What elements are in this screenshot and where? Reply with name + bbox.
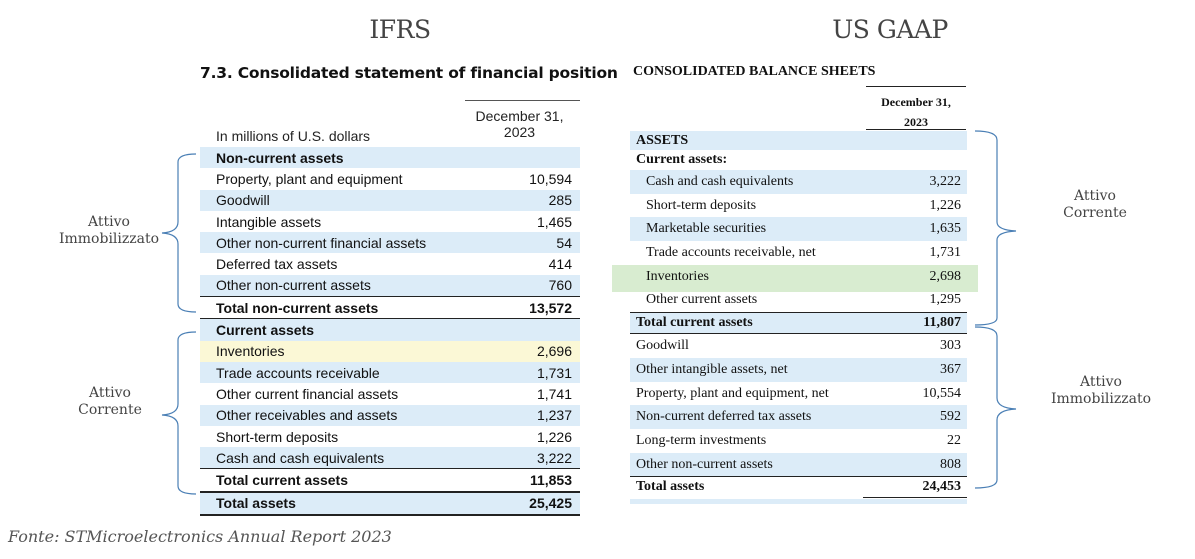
us-gaap-date-line2: 2023 bbox=[904, 115, 928, 129]
table-row: Current assets: bbox=[636, 152, 728, 167]
table-row: Short-term deposits 1,226 bbox=[646, 197, 961, 213]
table-row: Trade accounts receivable, net 1,731 bbox=[646, 245, 961, 261]
table-row: Other current financial assets 1,741 bbox=[216, 385, 572, 402]
table-row: Non-current assets bbox=[200, 147, 580, 169]
table-row: Other non-current assets 808 bbox=[630, 452, 967, 477]
table-row: Deferred tax assets 414 bbox=[216, 256, 572, 273]
us-gaap-bottom-band bbox=[630, 499, 967, 504]
table-row: Non-current deferred tax assets 592 bbox=[630, 405, 967, 429]
us-gaap-date-header: December 31, 2023 bbox=[866, 92, 966, 132]
ifrs-date-line1: December 31, bbox=[475, 108, 564, 124]
table-row: Current assets bbox=[200, 318, 580, 341]
table-row: Property, plant and equipment 10,594 bbox=[216, 170, 572, 187]
gaap-current-note: Attivo Corrente bbox=[1063, 188, 1127, 221]
ifrs-heading: IFRS bbox=[369, 15, 431, 44]
us-gaap-heading: US GAAP bbox=[832, 15, 948, 44]
table-row: ASSETS bbox=[630, 131, 967, 150]
gaap-noncurrent-note: Attivo Immobilizzato bbox=[1050, 374, 1152, 407]
ifrs-noncurrent-bracket bbox=[161, 153, 197, 313]
ifrs-table-title: 7.3. Consolidated statement of financial… bbox=[200, 64, 618, 82]
table-row-inventories: Inventories 2,696 bbox=[200, 340, 580, 362]
table-row: Long-term investments 22 bbox=[636, 432, 961, 448]
table-row: Goodwill 303 bbox=[630, 333, 967, 358]
table-row: Other non-current assets 760 bbox=[200, 274, 580, 297]
gaap-noncurrent-bracket bbox=[974, 326, 1017, 489]
ifrs-table-body: Non-current assets Property, plant and e… bbox=[200, 147, 580, 517]
ifrs-noncurrent-note: Attivo Immobilizzato bbox=[58, 214, 160, 247]
us-gaap-table-title: CONSOLIDATED BALANCE SHEETS bbox=[633, 64, 876, 79]
table-row-grand-total: Total assets 25,425 bbox=[200, 492, 580, 517]
us-gaap-table-header: December 31, 2023 bbox=[866, 86, 966, 130]
table-row-total: Total current assets 11,807 bbox=[630, 312, 967, 334]
table-row: Cash and cash equivalents 3,222 bbox=[200, 447, 580, 469]
gaap-current-bracket bbox=[974, 130, 1017, 326]
table-row: Cash and cash equivalents 3,222 bbox=[630, 170, 967, 194]
ifrs-date-header: December 31, 2023 bbox=[462, 108, 577, 140]
ifrs-current-bracket bbox=[161, 331, 197, 495]
table-row-grand-total: Total assets 24,453 bbox=[630, 476, 967, 502]
table-row-inventories: Inventories 2,698 bbox=[630, 264, 967, 289]
us-gaap-table-body: ASSETS Current assets: Cash and cash equ… bbox=[630, 131, 967, 502]
ifrs-units-label: In millions of U.S. dollars bbox=[216, 128, 371, 144]
table-row: Other intangible assets, net 367 bbox=[630, 357, 967, 382]
table-row: Other current assets 1,295 bbox=[646, 292, 961, 308]
table-row: Goodwill 285 bbox=[200, 189, 580, 211]
ifrs-date-line2: 2023 bbox=[503, 124, 536, 140]
table-row: Property, plant and equipment, net 10,554 bbox=[636, 385, 961, 401]
source-caption: Fonte: STMicroelectronics Annual Report … bbox=[8, 527, 392, 546]
table-row: Other non-current financial assets 54 bbox=[200, 232, 580, 254]
table-row: Intangible assets 1,465 bbox=[216, 213, 572, 230]
table-row-total: Total non-current assets 13,572 bbox=[200, 296, 580, 318]
table-row: Trade accounts receivable 1,731 bbox=[200, 361, 580, 384]
table-row: Short-term deposits 1,226 bbox=[216, 428, 572, 445]
table-row: Marketable securities 1,635 bbox=[630, 217, 967, 242]
us-gaap-date-line1: December 31, bbox=[881, 95, 951, 109]
ifrs-current-note: Attivo Corrente bbox=[78, 385, 142, 418]
table-row: Other receivables and assets 1,237 bbox=[200, 404, 580, 426]
table-row-total: Total current assets 11,853 bbox=[200, 468, 580, 493]
